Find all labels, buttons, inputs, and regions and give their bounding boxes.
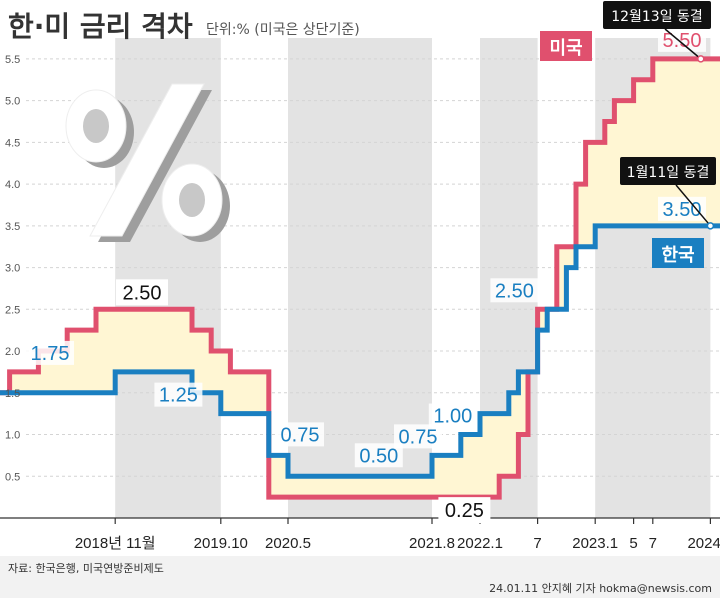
- value-label: 5.50: [663, 30, 702, 52]
- korea-rate-line: [0, 223, 720, 479]
- value-label-bg: [154, 382, 203, 407]
- x-tick-label: 2023.1: [572, 535, 618, 552]
- rate-gap-fill: [0, 58, 720, 498]
- value-label-bg: [116, 279, 168, 306]
- chart-title: 한·미 금리 격차: [8, 10, 193, 43]
- x-axis: 2018년 11월 2019.10 2020.5 2021.8 2022.1 7 2023.…: [0, 517, 720, 552]
- value-label-bg: [658, 27, 706, 52]
- value-label-bg: [428, 403, 477, 428]
- value-label: 0.50: [359, 445, 398, 467]
- x-tick-label: 2018년 11월: [75, 535, 156, 552]
- value-label: 1.00: [433, 406, 472, 428]
- y-tick-label: 5.0: [5, 96, 20, 108]
- value-label-bg: [276, 422, 324, 447]
- rate-gap-area: [0, 58, 720, 498]
- value-label: 0.75: [281, 424, 320, 446]
- y-tick-label: 3.0: [5, 263, 20, 275]
- x-tick-label: 7: [649, 535, 657, 552]
- annotation-callouts: 12월13일 동결 1월11일 동결: [603, 1, 716, 230]
- callout-text: 1월11일 동결: [627, 165, 710, 181]
- value-label: 3.50: [663, 199, 702, 221]
- credit-text: 24.01.11 안지혜 기자 hokma@newsis.com: [489, 582, 712, 595]
- callout-dot: [697, 55, 705, 63]
- x-tick-label: 2020.5: [265, 535, 311, 552]
- y-tick-label: 2.0: [5, 346, 20, 358]
- y-tick-label: 1.0: [5, 430, 20, 442]
- callout-text: 12월13일 동결: [611, 9, 703, 25]
- value-label-bg: [490, 278, 539, 303]
- value-label-bg: [394, 424, 442, 449]
- value-label-bg: [438, 497, 491, 524]
- x-tick-label: 5: [629, 535, 637, 552]
- callout-box: [620, 157, 716, 185]
- callout-pointer: [664, 28, 702, 60]
- y-tick-label: 1.5: [5, 388, 20, 400]
- y-axis-ticks: 0.5 1.0 1.5 2.0 2.5 3.0 3.5 4.0 4.5 5.0 5.5: [5, 54, 20, 483]
- value-label-bg: [658, 196, 706, 221]
- value-label: 2.50: [123, 282, 162, 304]
- unit-note: 단위:% (미국은 상단기준): [206, 22, 360, 38]
- value-label: 1.75: [31, 343, 70, 365]
- legend-label: 미국: [549, 38, 582, 59]
- x-tick-label: 2024.1: [687, 535, 720, 552]
- y-tick-label: 3.5: [5, 221, 20, 233]
- value-label: 0.25: [445, 500, 484, 522]
- y-tick-label: 0.5: [5, 471, 20, 483]
- callout-pointer: [675, 184, 711, 227]
- source-text: 자료: 한국은행, 미국연방준비제도: [8, 562, 164, 575]
- percent-symbol-graphic: [65, 83, 230, 242]
- legend-label: 한국: [661, 245, 694, 266]
- y-tick-label: 2.5: [5, 304, 20, 316]
- value-label: 1.25: [159, 385, 198, 407]
- value-label: 2.50: [495, 280, 534, 302]
- y-tick-label: 4.0: [5, 179, 20, 191]
- x-tick-label: 2019.10: [194, 535, 248, 552]
- legend-swatch: [652, 238, 704, 268]
- x-tick-label: 2022.1: [457, 535, 503, 552]
- x-tick-label: 2021.8: [409, 535, 455, 552]
- y-tick-label: 4.5: [5, 137, 20, 149]
- legend-swatch: [540, 31, 592, 61]
- value-labels: 2.501.751.250.750.500.751.000.252.505.50…: [26, 27, 706, 524]
- us-rate-line: [0, 56, 720, 500]
- callout-box: [603, 1, 711, 29]
- callout-dot: [706, 222, 715, 230]
- series-lines: [0, 56, 720, 500]
- x-tick-label: 7: [533, 535, 541, 552]
- footer-background: [0, 556, 720, 598]
- y-tick-label: 5.5: [5, 54, 20, 66]
- value-label-bg: [26, 340, 74, 365]
- value-label: 0.75: [399, 426, 438, 448]
